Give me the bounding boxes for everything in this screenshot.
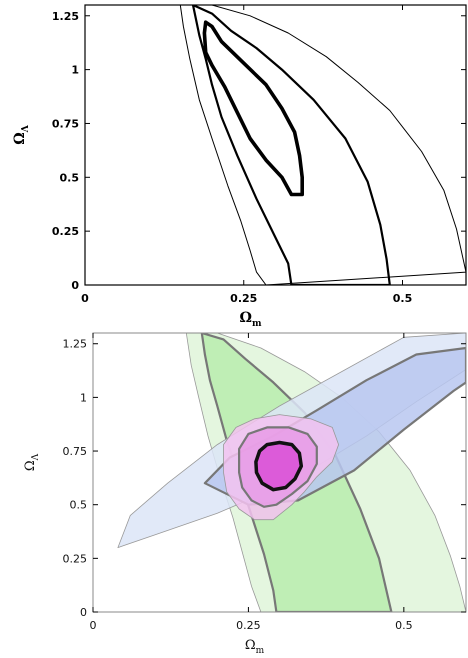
y-tick-label: 0.25 [63, 552, 88, 565]
y-tick-label: 0 [80, 606, 87, 619]
y-tick-label: 0.75 [63, 445, 88, 458]
x-tick-label: 0.25 [236, 619, 261, 632]
y-tick-label: 0.25 [52, 225, 79, 238]
contours [117, 333, 466, 612]
chart-panel-1: 0 0.25 0.5 0 0.25 0.5 0.75 1 1.25 Ωm ΩΛ [12, 4, 467, 329]
y-tick-label: 0.75 [52, 117, 79, 130]
x-axis-label: Ωm [240, 310, 262, 329]
y-tick-label: 1.25 [63, 338, 88, 351]
y-tick-label: 0 [71, 279, 79, 292]
x-tick-label: 0 [90, 619, 97, 632]
plot-frame [84, 4, 467, 286]
contour-outer [179, 5, 466, 285]
x-tick-label: 0 [81, 292, 89, 305]
contour-inner [202, 20, 304, 197]
x-axis-label: Ωm [245, 638, 265, 656]
y-tick-label: 1.25 [52, 10, 79, 23]
y-axis-label: ΩΛ [23, 453, 41, 471]
x-tick-label: 0.25 [230, 292, 257, 305]
contour-region-7 [254, 440, 304, 492]
y-tick-label: 0.5 [60, 171, 80, 184]
y-axis-label: ΩΛ [12, 124, 31, 144]
y-tick-label: 1 [71, 64, 79, 77]
x-tick-label: 0.5 [395, 619, 413, 632]
plot-frame [92, 332, 467, 613]
x-tick-label: 0.5 [393, 292, 413, 305]
y-tick-label: 1 [80, 391, 87, 404]
y-tick-label: 0.5 [70, 499, 88, 512]
contours [179, 5, 466, 285]
chart-panel-2: 0 0.25 0.5 0 0.25 0.5 0.75 1 1.25 Ωm ΩΛ [23, 332, 467, 656]
contour-middle [191, 5, 391, 285]
